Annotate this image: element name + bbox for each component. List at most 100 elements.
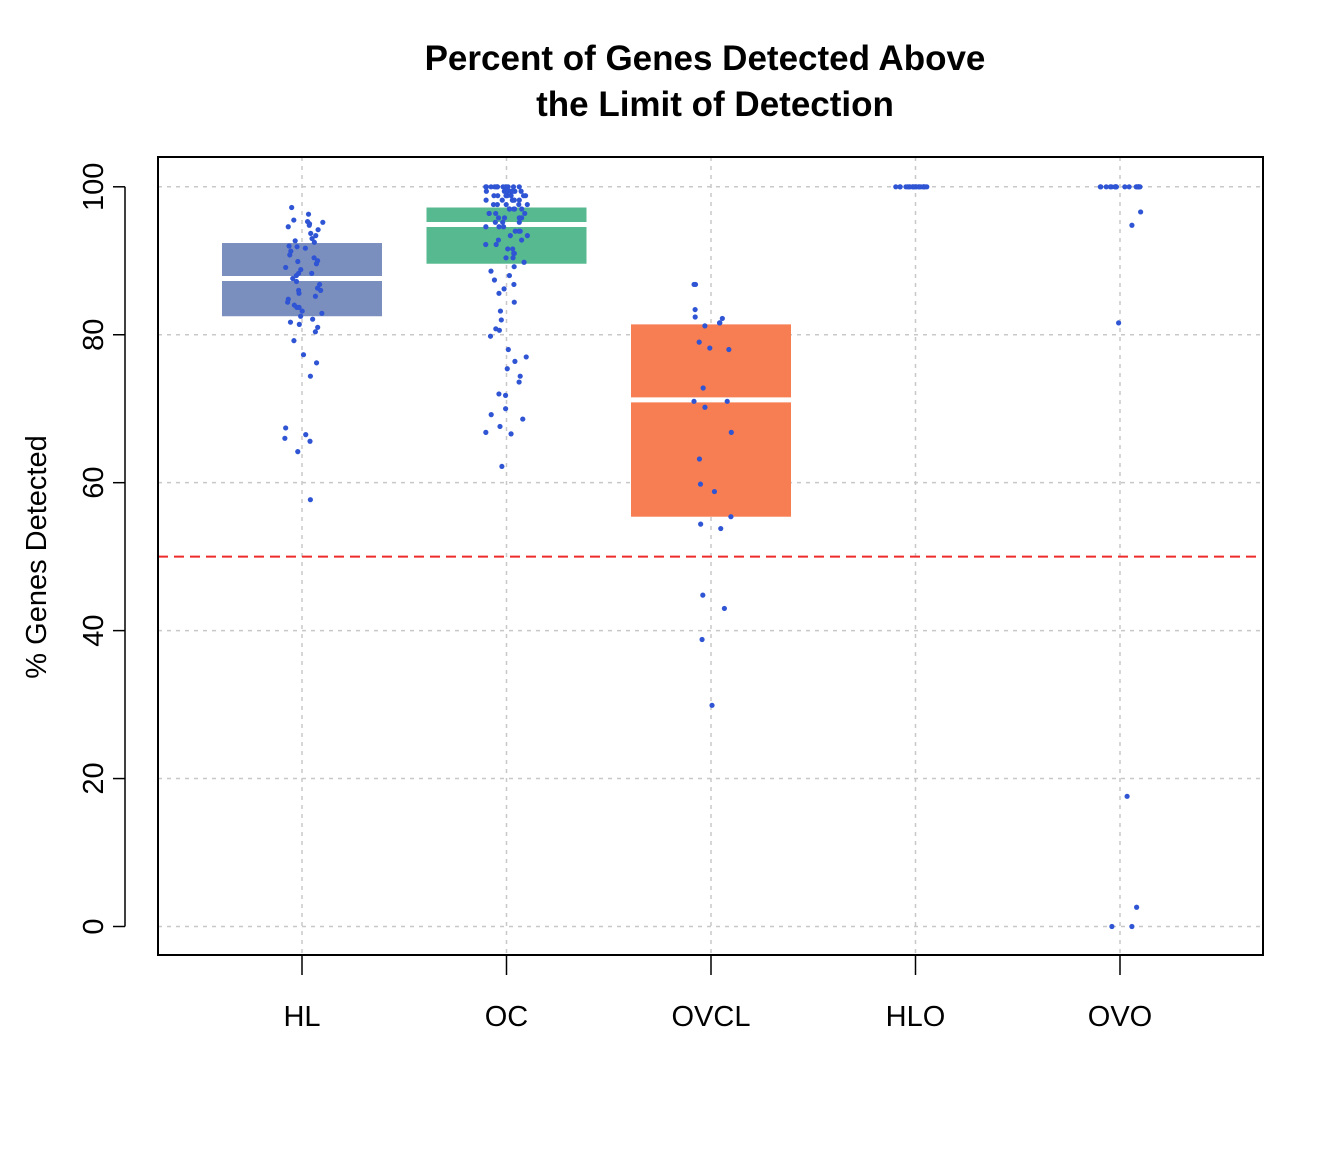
data-point-oc — [523, 354, 529, 360]
data-point-oc — [505, 246, 511, 252]
data-point-oc — [493, 241, 499, 248]
data-point-ovo — [1129, 222, 1135, 228]
data-point-oc — [504, 366, 510, 372]
data-point-oc — [512, 358, 518, 364]
data-point-hl — [300, 352, 307, 358]
data-point-oc — [516, 184, 522, 190]
data-point-hl — [318, 287, 324, 293]
data-point-hl — [287, 252, 293, 258]
data-point-oc — [496, 327, 503, 333]
data-point-oc — [512, 206, 518, 212]
data-point-ovcl — [691, 398, 697, 404]
data-point-ovcl — [716, 320, 723, 326]
data-point-hl — [291, 338, 297, 344]
chart-title-line-1: Percent of Genes Detected Above — [425, 39, 986, 78]
data-point-oc — [500, 219, 506, 225]
data-point-oc — [511, 281, 517, 288]
data-point-hl — [319, 310, 325, 316]
data-point-ovcl — [702, 323, 708, 329]
data-point-oc — [516, 197, 522, 203]
data-point-oc — [491, 277, 498, 283]
data-point-hl — [303, 431, 309, 438]
data-point-ovcl — [692, 306, 698, 313]
data-point-oc — [494, 201, 500, 208]
data-point-hl — [309, 270, 315, 276]
data-point-ovcl — [700, 385, 706, 391]
data-point-ovcl — [707, 345, 713, 351]
data-point-oc — [517, 373, 523, 379]
data-point-hl — [290, 275, 296, 282]
data-point-oc — [498, 317, 504, 323]
data-point-hl — [292, 238, 298, 244]
data-point-ovcl — [702, 404, 708, 410]
data-point-hl — [289, 204, 295, 211]
data-point-oc — [519, 237, 525, 243]
data-point-hl — [313, 261, 320, 267]
data-point-ovcl — [700, 592, 706, 598]
data-point-hl — [296, 321, 302, 327]
data-point-oc — [511, 197, 517, 203]
data-point-hl — [299, 308, 305, 314]
data-point-hl — [307, 438, 313, 444]
data-point-ovo — [1109, 923, 1115, 930]
data-point-ovcl — [698, 521, 704, 527]
data-point-oc — [495, 237, 502, 243]
data-point-ovcl — [728, 429, 734, 435]
data-point-ovcl — [726, 346, 732, 353]
data-point-oc — [511, 299, 517, 305]
data-point-ovcl — [724, 398, 730, 404]
data-point-oc — [501, 286, 507, 292]
chart-title-line-2: the Limit of Detection — [536, 85, 894, 124]
data-point-oc — [492, 184, 498, 190]
data-point-oc — [488, 268, 494, 274]
x-tick-label-oc: OC — [485, 1001, 529, 1033]
data-point-hl — [315, 227, 321, 233]
data-point-oc — [511, 264, 517, 270]
data-point-ovo — [1129, 923, 1135, 930]
data-point-ovo — [1126, 184, 1132, 190]
data-point-oc — [524, 201, 530, 208]
y-tick-label-20: 20 — [78, 762, 110, 794]
data-point-oc — [518, 188, 524, 194]
data-point-hlo — [916, 184, 922, 190]
data-point-oc — [483, 188, 489, 194]
data-point-oc — [510, 184, 517, 190]
data-point-oc — [520, 193, 527, 199]
data-point-ovo — [1103, 184, 1109, 190]
data-point-ovcl — [719, 315, 725, 322]
data-point-ovcl — [709, 702, 715, 708]
data-point-oc — [497, 308, 504, 314]
data-point-oc — [495, 215, 502, 221]
data-point-hl — [296, 290, 302, 296]
data-point-oc — [521, 259, 527, 265]
x-tick-label-ovcl: OVCL — [672, 1001, 751, 1033]
data-point-oc — [493, 210, 499, 217]
data-point-hl — [294, 244, 300, 250]
data-point-oc — [508, 193, 514, 199]
data-point-hl — [310, 316, 316, 322]
data-point-ovcl — [728, 514, 734, 520]
data-point-oc — [503, 255, 509, 261]
data-point-oc — [510, 246, 516, 252]
data-point-hl — [306, 222, 312, 228]
data-point-oc — [500, 224, 507, 230]
data-point-ovcl — [696, 339, 702, 345]
data-point-hl — [312, 329, 318, 335]
data-point-hl — [283, 425, 289, 431]
data-point-oc — [505, 184, 511, 190]
data-point-hl — [305, 211, 312, 217]
data-point-hlo — [893, 184, 899, 190]
data-point-hl — [308, 230, 314, 237]
data-point-oc — [495, 193, 501, 199]
data-point-oc — [490, 201, 497, 208]
data-point-ovcl — [718, 525, 724, 532]
data-point-hlo — [897, 184, 903, 190]
data-point-oc — [497, 423, 503, 430]
data-point-ovo — [1138, 209, 1144, 215]
data-point-oc — [505, 346, 511, 353]
data-point-hl — [302, 245, 308, 251]
x-tick-label-hl: HL — [283, 1001, 320, 1033]
y-tick-label-80: 80 — [78, 319, 110, 351]
data-point-oc — [510, 255, 516, 261]
data-point-hlo — [910, 184, 916, 190]
